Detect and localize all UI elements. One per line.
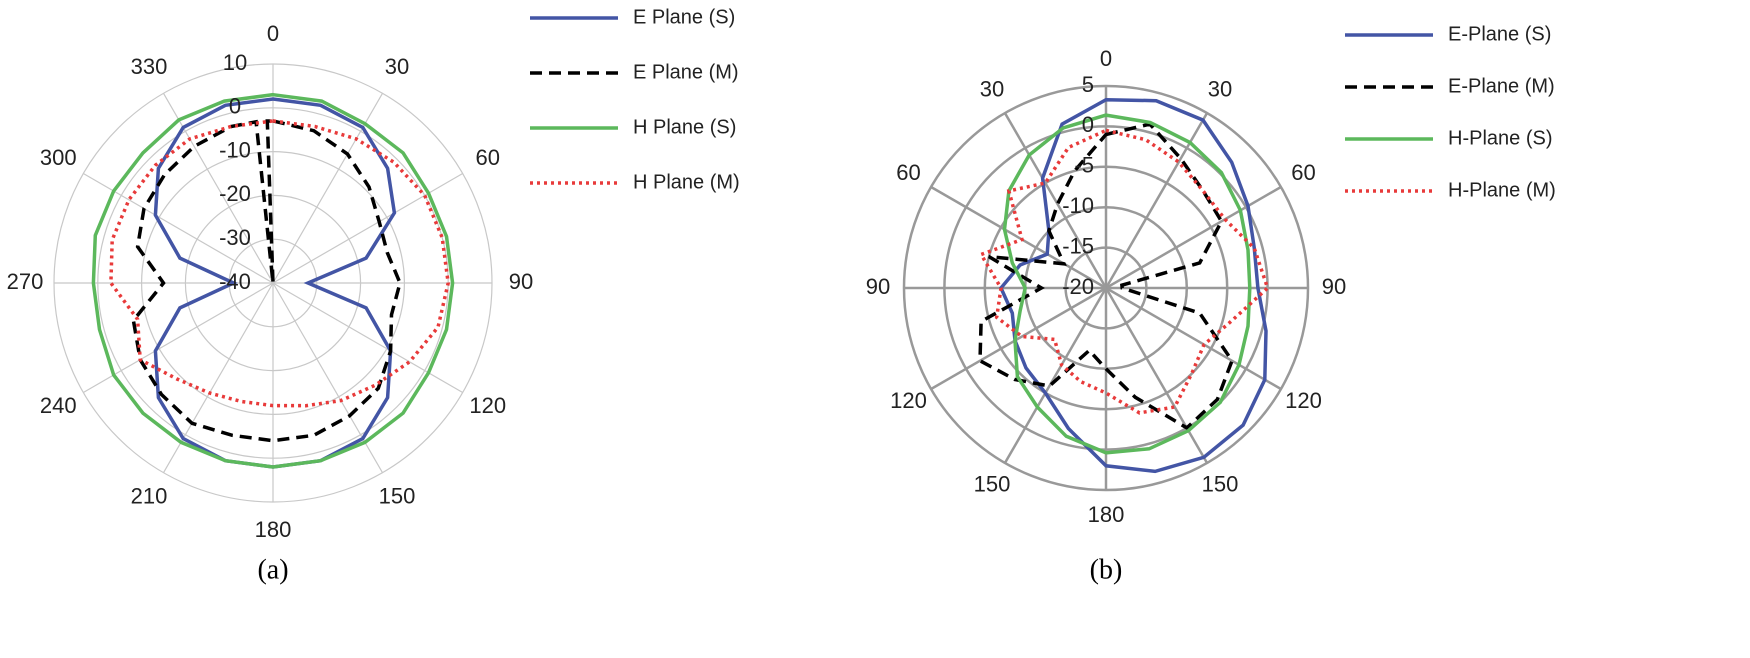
grid-spoke [272, 172, 463, 284]
grid-spoke [1003, 112, 1108, 289]
angle-tick-label: 180 [1088, 502, 1125, 527]
legend-label: E-Plane (M) [1448, 75, 1555, 97]
grid-spoke [83, 282, 274, 394]
angle-tick-label: 330 [131, 54, 168, 79]
legend-label: E Plane (M) [633, 61, 739, 83]
r-tick-label: -5 [1074, 153, 1094, 178]
legend-label: E Plane (S) [633, 6, 735, 28]
legend-label: H-Plane (S) [1448, 127, 1552, 149]
angle-tick-label: 90 [509, 269, 533, 294]
angle-tick-label: 60 [476, 145, 500, 170]
series-line [131, 119, 402, 443]
grid-spoke [1104, 287, 1209, 464]
angle-tick-label: 60 [896, 160, 920, 185]
series-line [978, 122, 1234, 431]
angle-tick-label: 0 [1100, 46, 1112, 71]
angle-tick-label: 120 [1285, 388, 1322, 413]
angle-tick-label: 120 [890, 388, 927, 413]
series-line [978, 128, 1270, 415]
grid-spoke [930, 286, 1107, 391]
r-tick-label: -10 [1062, 193, 1094, 218]
angle-tick-label: 210 [131, 484, 168, 509]
angle-tick-label: 30 [1208, 76, 1232, 101]
grid-spoke [1105, 286, 1282, 391]
grid-spoke [1104, 112, 1209, 289]
r-tick-label: 10 [223, 50, 247, 75]
r-tick-label: -30 [219, 225, 251, 250]
caption: (a) [257, 554, 288, 585]
series-line [109, 119, 450, 408]
grid-spoke [162, 93, 274, 284]
legend-label: E-Plane (S) [1448, 23, 1551, 45]
grid-spoke [272, 282, 463, 394]
angle-tick-label: 270 [7, 269, 44, 294]
angle-tick-label: 60 [1291, 160, 1315, 185]
r-tick-label: -20 [1062, 274, 1094, 299]
legend-label: H Plane (S) [633, 116, 736, 138]
angle-tick-label: 30 [385, 54, 409, 79]
grid-spoke [162, 282, 274, 473]
legend-label: H Plane (M) [633, 171, 740, 193]
series-line [1002, 113, 1252, 455]
grid-spoke [930, 185, 1107, 290]
r-tick-label: -15 [1062, 233, 1094, 258]
angle-tick-label: 180 [255, 517, 292, 542]
grid-spoke [1105, 185, 1282, 290]
angle-tick-label: 90 [866, 274, 890, 299]
angle-tick-label: 120 [469, 393, 506, 418]
angle-tick-label: 150 [974, 471, 1011, 496]
angle-tick-label: 300 [40, 145, 77, 170]
r-tick-label: 5 [1082, 72, 1094, 97]
angle-tick-label: 150 [1202, 471, 1239, 496]
angle-tick-label: 30 [980, 76, 1004, 101]
grid-spoke [272, 282, 384, 473]
grid-spoke [1003, 287, 1108, 464]
legend-label: H-Plane (M) [1448, 179, 1556, 201]
angle-tick-label: 150 [379, 484, 416, 509]
series-line [91, 92, 455, 469]
angle-tick-label: 240 [40, 393, 77, 418]
r-tick-label: 0 [229, 94, 241, 119]
r-tick-label: -20 [219, 181, 251, 206]
r-tick-label: 0 [1082, 112, 1094, 137]
caption: (b) [1090, 554, 1123, 585]
r-tick-label: -10 [219, 137, 251, 162]
r-tick-label: -40 [219, 269, 251, 294]
angle-tick-label: 0 [267, 21, 279, 46]
series-line [998, 97, 1268, 474]
angle-tick-label: 90 [1322, 274, 1346, 299]
